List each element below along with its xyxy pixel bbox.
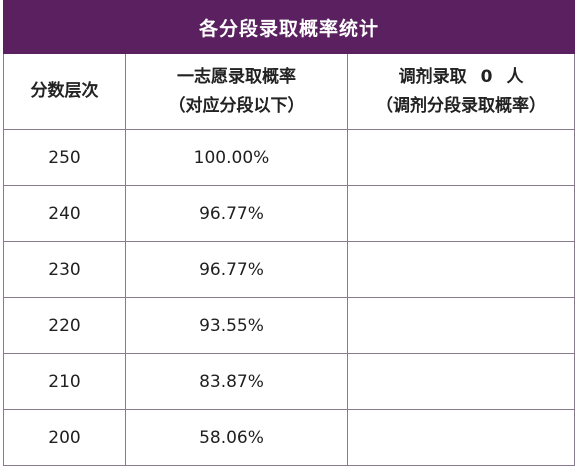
header-adjustment-admission: 调剂录取 0 人 （调剂分段录取概率） bbox=[346, 53, 576, 130]
score-cell: 230 bbox=[3, 241, 126, 298]
table-row: 210 83.87% bbox=[3, 353, 576, 410]
header-first-choice-note: （对应分段以下） bbox=[168, 95, 305, 116]
table-title: 各分段录取概率统计 bbox=[2, 0, 576, 54]
header-row: 分数层次 一志愿录取概率 （对应分段以下） 调剂录取 0 人 （调剂分段录取概率） bbox=[3, 53, 576, 130]
table-row: 240 96.77% bbox=[3, 185, 576, 242]
probability-cell: 100.00% bbox=[125, 129, 348, 186]
adjustment-cell bbox=[346, 129, 576, 186]
header-adjustment-suffix: 人 bbox=[506, 66, 524, 87]
probability-cell: 58.06% bbox=[125, 409, 348, 466]
score-cell: 240 bbox=[3, 185, 126, 242]
adjustment-cell bbox=[346, 353, 576, 410]
score-cell: 220 bbox=[3, 297, 126, 354]
table-row: 220 93.55% bbox=[3, 297, 576, 354]
probability-cell: 83.87% bbox=[125, 353, 348, 410]
table-row: 250 100.00% bbox=[3, 129, 576, 186]
probability-cell: 96.77% bbox=[125, 241, 348, 298]
score-cell: 210 bbox=[3, 353, 126, 410]
header-first-choice-probability: 一志愿录取概率 （对应分段以下） bbox=[125, 53, 348, 130]
probability-cell: 96.77% bbox=[125, 185, 348, 242]
table-row: 200 58.06% bbox=[3, 409, 576, 466]
adjustment-cell bbox=[346, 241, 576, 298]
score-cell: 250 bbox=[3, 129, 126, 186]
adjustment-cell bbox=[346, 409, 576, 466]
header-adjustment-note: （调剂分段录取概率） bbox=[376, 95, 547, 116]
score-cell: 200 bbox=[3, 409, 126, 466]
header-first-choice-label: 一志愿录取概率 bbox=[177, 66, 296, 87]
header-adjustment-prefix: 调剂录取 bbox=[398, 66, 467, 87]
header-adjustment-count: 0 bbox=[480, 66, 493, 87]
probability-cell: 93.55% bbox=[125, 297, 348, 354]
adjustment-cell bbox=[346, 297, 576, 354]
adjustment-cell bbox=[346, 185, 576, 242]
header-score-level: 分数层次 bbox=[3, 53, 126, 130]
header-adjustment-line1: 调剂录取 0 人 bbox=[348, 63, 574, 92]
table-row: 230 96.77% bbox=[3, 241, 576, 298]
